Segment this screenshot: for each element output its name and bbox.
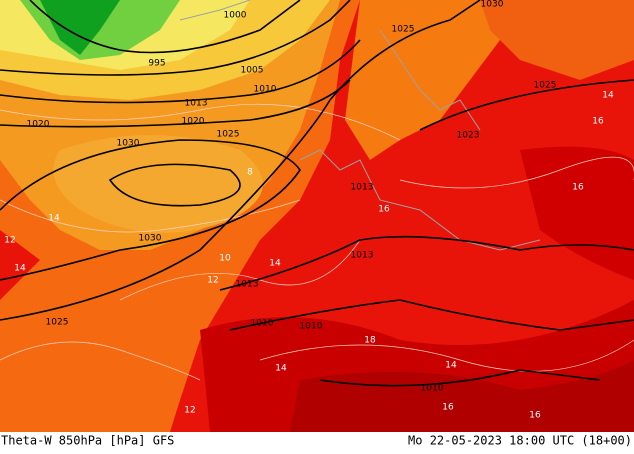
theta-label: 12 <box>184 406 195 416</box>
isobar-label: 1010 <box>254 85 277 95</box>
footer-left: Theta-W 850hPa [hPa] GFS <box>1 434 174 448</box>
isobar-label: 1023 <box>457 131 480 141</box>
theta-label: 16 <box>592 117 604 127</box>
theta-label: 14 <box>602 91 614 101</box>
theta-label: 16 <box>572 183 584 193</box>
isobar-label: 995 <box>148 59 165 69</box>
isobar-label: 1025 <box>534 81 557 91</box>
isobar-label: 1010 <box>251 319 274 329</box>
theta-label: 14 <box>48 214 60 224</box>
isobar-label: 1013 <box>351 251 374 261</box>
theta-label: 18 <box>364 336 376 346</box>
theta-label: 12 <box>207 276 218 286</box>
isobar-label: 1013 <box>351 183 374 193</box>
isobar-label: 1025 <box>46 318 69 328</box>
theta-label: 10 <box>219 254 231 264</box>
coastlines <box>179 0 541 251</box>
theta-label: 12 <box>4 236 15 246</box>
isobar-label: 1005 <box>241 66 264 76</box>
isobar-label: 1000 <box>224 11 247 21</box>
theta-label: 14 <box>269 259 281 269</box>
isobar-labels: 1030 1000 1025 995 1005 1010 1025 1013 1… <box>27 0 557 394</box>
map-fill <box>0 0 634 432</box>
isobar-label: 1010 <box>300 322 323 332</box>
isobars <box>0 0 634 387</box>
isobar-label: 1025 <box>217 130 240 140</box>
theta-label: 16 <box>378 205 390 215</box>
isobar-label: 1030 <box>139 234 162 244</box>
theta-labels: 14 12 14 10 12 14 16 16 14 16 16 14 12 1… <box>4 91 614 421</box>
isobar-label: 1020 <box>182 117 205 127</box>
isobar-label: 1025 <box>392 25 415 35</box>
theta-label: 16 <box>442 403 454 413</box>
footer-right: Mo 22-05-2023 18:00 UTC (18+00) <box>408 434 632 448</box>
theta-label: 8 <box>247 168 253 178</box>
isobar-label: 1030 <box>117 139 140 149</box>
isobar-label: 1010 <box>421 384 444 394</box>
isobar-label: 1020 <box>27 120 50 130</box>
theta-label: 14 <box>445 361 457 371</box>
footer-bar <box>0 432 634 450</box>
theta-label: 16 <box>529 411 541 421</box>
theta-label: 14 <box>275 364 287 374</box>
isobar-label: 1013 <box>185 99 208 109</box>
theta-label: 14 <box>14 264 26 274</box>
isobar-label: 1013 <box>236 280 259 290</box>
theta-contours <box>0 103 634 381</box>
isobar-label: 1030 <box>481 0 504 10</box>
